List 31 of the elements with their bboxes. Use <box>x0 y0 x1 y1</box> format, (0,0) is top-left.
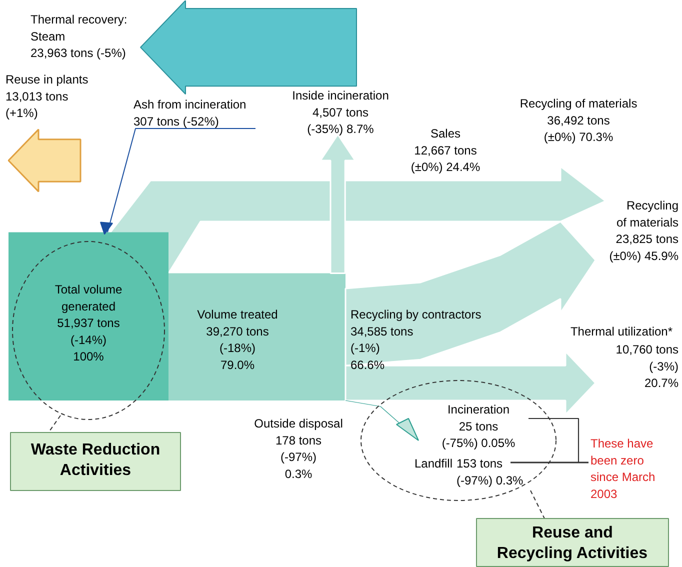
data-label: 10,760 tons (-3%) 20.7% <box>616 342 679 390</box>
category-label: Ash from incineration <box>134 98 246 112</box>
data-label: 307 tons (-52%) <box>134 114 219 128</box>
category-label: Total volume generated <box>54 282 123 314</box>
category-label: Volume treated <box>197 308 278 322</box>
category-label: Sales <box>430 126 461 140</box>
text: Waste Reduction Activities <box>30 442 160 479</box>
category-label: Recycling of materials <box>520 96 638 110</box>
data-label: 39,270 tons (-18%) 79.0% <box>206 324 269 372</box>
data-label: 12,667 tons (±0%) 24.4% <box>410 143 480 174</box>
category-label: Outside disposal <box>254 416 343 430</box>
data-label: 153 tons (-97%) 0.3% <box>456 456 524 488</box>
data-label: 36,492 tons (±0%) 70.3% <box>544 113 614 144</box>
data-label: 13,013 tons (+1%) <box>6 89 68 120</box>
data-label: 34,585 tons (-1%) 66.6% <box>350 324 414 372</box>
data-label: 4,507 tons (-35%) 8.7% <box>307 105 374 136</box>
data-label: 51,937 tons (-14%) 100% <box>57 316 120 364</box>
category-label: Reuse in plants <box>6 72 88 86</box>
category-label: Incineration <box>447 402 510 416</box>
category-label: Thermal recovery: Steam <box>30 12 128 44</box>
category-label: Landfill <box>414 456 453 470</box>
data-label: 178 tons (-97%) 0.3% <box>275 433 322 481</box>
text: These have been zero since March 2003 <box>590 436 656 501</box>
text: Reuse and Recycling Activities <box>496 524 648 562</box>
category-label: Inside incineration <box>292 88 389 102</box>
category-label: Recycling of materials <box>616 198 679 230</box>
data-label: 23,963 tons (-5%) <box>30 46 126 60</box>
data-label: 23,825 tons (±0%) 45.9% <box>609 232 679 263</box>
category-label: Recycling by contractors <box>350 308 482 322</box>
data-label: 25 tons (-75%) 0.05% <box>442 419 516 450</box>
category-label: Thermal utilization* <box>570 324 673 338</box>
